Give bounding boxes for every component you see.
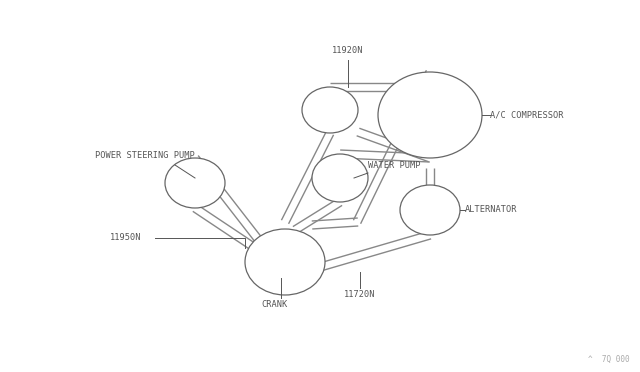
Text: 11920N: 11920N	[332, 46, 364, 55]
Text: 11950N: 11950N	[110, 234, 141, 243]
Text: CRANK: CRANK	[262, 300, 288, 309]
Text: POWER STEERING PUMP: POWER STEERING PUMP	[95, 151, 195, 160]
Text: ^  7Q 000: ^ 7Q 000	[588, 355, 630, 364]
Ellipse shape	[165, 158, 225, 208]
Text: WATER PUMP: WATER PUMP	[368, 161, 420, 170]
Ellipse shape	[302, 87, 358, 133]
Ellipse shape	[245, 229, 325, 295]
Ellipse shape	[312, 154, 368, 202]
Text: 11720N: 11720N	[344, 290, 376, 299]
Ellipse shape	[378, 72, 482, 158]
Text: ALTERNATOR: ALTERNATOR	[465, 205, 518, 215]
Text: A/C COMPRESSOR: A/C COMPRESSOR	[490, 110, 563, 119]
Ellipse shape	[400, 185, 460, 235]
